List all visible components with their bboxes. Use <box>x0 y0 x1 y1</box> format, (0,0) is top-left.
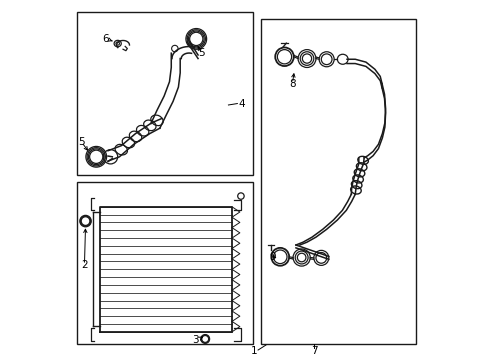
Text: 3: 3 <box>192 335 199 345</box>
Text: 4: 4 <box>238 99 244 109</box>
Bar <box>77 182 253 344</box>
Text: 5: 5 <box>78 137 85 147</box>
Text: 9: 9 <box>269 252 276 262</box>
Bar <box>260 19 415 344</box>
Text: 8: 8 <box>288 78 295 89</box>
Text: 5: 5 <box>198 48 204 58</box>
Text: 7: 7 <box>310 346 317 356</box>
Text: 2: 2 <box>81 260 88 270</box>
Text: 6: 6 <box>102 34 109 44</box>
Text: 1: 1 <box>251 346 257 356</box>
Bar <box>77 12 253 175</box>
